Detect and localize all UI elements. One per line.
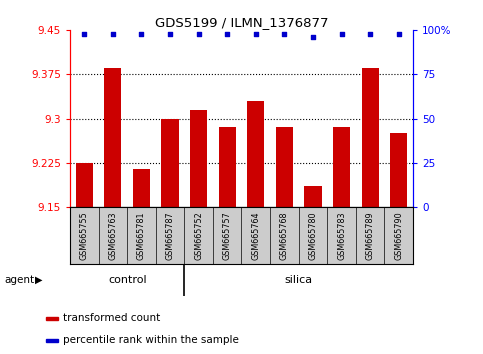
Point — [395, 31, 402, 36]
Text: transformed count: transformed count — [63, 313, 161, 323]
Text: GSM665787: GSM665787 — [166, 212, 174, 260]
Point — [109, 31, 117, 36]
Text: GSM665755: GSM665755 — [80, 212, 89, 261]
Text: ▶: ▶ — [35, 275, 43, 285]
Point — [281, 31, 288, 36]
Point — [138, 31, 145, 36]
Bar — [133, 169, 150, 207]
Bar — [304, 187, 322, 207]
Text: percentile rank within the sample: percentile rank within the sample — [63, 335, 240, 345]
Bar — [276, 127, 293, 207]
Point — [81, 31, 88, 36]
Text: GSM665763: GSM665763 — [108, 212, 117, 260]
Bar — [190, 110, 207, 207]
Text: GSM665790: GSM665790 — [394, 212, 403, 260]
Title: GDS5199 / ILMN_1376877: GDS5199 / ILMN_1376877 — [155, 16, 328, 29]
Bar — [46, 339, 57, 342]
Text: agent: agent — [5, 275, 35, 285]
Text: GSM665768: GSM665768 — [280, 212, 289, 260]
Bar — [76, 163, 93, 207]
Bar — [219, 127, 236, 207]
Text: GSM665781: GSM665781 — [137, 212, 146, 260]
Point — [195, 31, 202, 36]
Text: GSM665757: GSM665757 — [223, 212, 232, 261]
Bar — [333, 127, 350, 207]
Text: GSM665780: GSM665780 — [309, 212, 317, 260]
Text: GSM665789: GSM665789 — [366, 212, 375, 260]
Text: silica: silica — [284, 275, 313, 285]
Point — [338, 31, 345, 36]
Bar — [46, 317, 57, 320]
Text: GSM665764: GSM665764 — [251, 212, 260, 260]
Bar — [247, 101, 264, 207]
Point — [252, 31, 260, 36]
Text: GSM665783: GSM665783 — [337, 212, 346, 260]
Point — [223, 31, 231, 36]
Text: GSM665752: GSM665752 — [194, 212, 203, 261]
Bar — [161, 119, 179, 207]
Bar — [390, 133, 407, 207]
Text: control: control — [108, 275, 146, 285]
Bar — [361, 68, 379, 207]
Point — [309, 34, 317, 40]
Bar — [104, 68, 121, 207]
Point — [366, 31, 374, 36]
Point — [166, 31, 174, 36]
